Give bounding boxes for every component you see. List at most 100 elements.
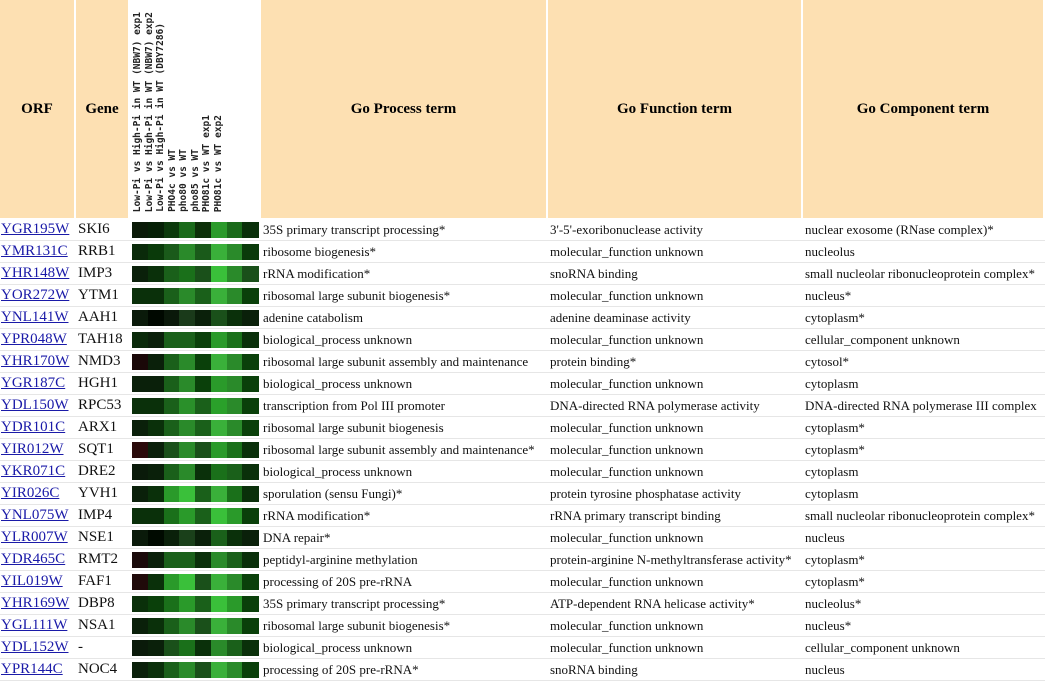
orf-cell: YHR169W [1, 593, 69, 614]
heatmap-cell [163, 574, 180, 590]
heatmap-cell [226, 596, 243, 612]
gene-cell: IMP3 [78, 265, 113, 281]
gene-cell: DRE2 [78, 463, 116, 479]
heatmap-cell [163, 222, 180, 238]
heatmap-cell [179, 508, 196, 524]
heatmap-cell [132, 420, 149, 436]
orf-link[interactable]: YNL141W [1, 309, 69, 325]
heatmap-cell [163, 288, 180, 304]
heatmap-cell [210, 618, 227, 634]
heatmap-cell [195, 486, 212, 502]
orf-link[interactable]: YGL111W [1, 617, 68, 633]
heatmap-cell [179, 398, 196, 414]
process-cell: biological_process unknown [263, 464, 413, 479]
orf-link[interactable]: YGR187C [1, 375, 66, 391]
heatmap-cell [242, 266, 259, 282]
heatmap-label: Low-Pi vs High-Pi in WT (NBW7) exp2 [143, 11, 155, 212]
orf-link[interactable]: YKR071C [1, 463, 66, 479]
heatmap-cell [210, 354, 227, 370]
heatmap-cell [195, 398, 212, 414]
heatmap-cell [163, 310, 180, 326]
heatmap-cell [226, 398, 243, 414]
heatmap-cell [226, 310, 243, 326]
orf-cell: YGL111W [1, 615, 67, 636]
heatmap-cell [242, 662, 259, 678]
heatmap-cell [195, 310, 212, 326]
heatmap-cell [147, 662, 164, 678]
orf-link[interactable]: YPR048W [1, 331, 67, 347]
orf-link[interactable]: YIR012W [1, 441, 64, 457]
function-cell: ATP-dependent RNA helicase activity* [550, 596, 755, 611]
heatmap-cell [195, 354, 212, 370]
heatmap-cell [226, 244, 243, 260]
component-cell: cytoplasm* [805, 574, 865, 589]
table-row: YMR131C RRB1 ribosome biogenesis* molecular… [0, 241, 1045, 263]
gene-cell: DBP8 [78, 595, 115, 611]
process-cell: processing of 20S pre-rRNA* [263, 662, 419, 677]
heatmap-cell [132, 354, 149, 370]
heatmap-cell [226, 442, 243, 458]
process-cell: biological_process unknown [263, 332, 413, 347]
orf-cell: YKR071C [1, 461, 65, 482]
heatmap-cell [226, 222, 243, 238]
orf-link[interactable]: YOR272W [1, 287, 70, 303]
orf-link[interactable]: YDR465C [1, 551, 66, 567]
heatmap-cell [147, 222, 164, 238]
heatmap-cell [179, 288, 196, 304]
orf-link[interactable]: YPR144C [1, 661, 63, 677]
orf-link[interactable]: YHR169W [1, 595, 70, 611]
process-cell: 35S primary transcript processing* [263, 222, 446, 237]
gene-cell: ARX1 [78, 419, 118, 435]
orf-link[interactable]: YDR101C [1, 419, 66, 435]
orf-link[interactable]: YHR148W [1, 265, 70, 281]
gene-cell: NOC4 [78, 661, 118, 677]
heatmap-cell [226, 332, 243, 348]
function-cell: molecular_function unknown [550, 464, 704, 479]
orf-link[interactable]: YDL150W [1, 397, 69, 413]
heatmap-cell [147, 574, 164, 590]
component-cell: cytoplasm* [805, 310, 865, 325]
heatmap-cell [132, 596, 149, 612]
table-row: YIR012W SQT1 ribosomal large subunit assem… [0, 439, 1045, 461]
orf-cell: YHR170W [1, 351, 69, 372]
heatmap-cell [132, 662, 149, 678]
orf-link[interactable]: YLR007W [1, 529, 68, 545]
function-cell: molecular_function unknown [550, 574, 704, 589]
heatmap-cell [132, 552, 149, 568]
column-header: ORF [0, 0, 74, 218]
table-row: YGL111W NSA1 ribosomal large subunit bioge… [0, 615, 1045, 637]
heatmap-cell [242, 552, 259, 568]
heatmap-cell [210, 508, 227, 524]
orf-link[interactable]: YNL075W [1, 507, 69, 523]
orf-link[interactable]: YHR170W [1, 353, 70, 369]
orf-link[interactable]: YDL152W [1, 639, 69, 655]
gene-cell: AAH1 [78, 309, 118, 325]
heatmap-cell [179, 596, 196, 612]
column-header: Gene [76, 0, 128, 218]
orf-link[interactable]: YIL019W [1, 573, 63, 589]
component-cell: cytoplasm [805, 464, 859, 479]
heatmap-cell [210, 662, 227, 678]
heatmap-cell [210, 596, 227, 612]
heatmap-cell [132, 398, 149, 414]
orf-link[interactable]: YIR026C [1, 485, 60, 501]
heatmap-cell [242, 310, 259, 326]
heatmap-cell [163, 244, 180, 260]
heatmap-cell [210, 486, 227, 502]
table-row: YHR169W DBP8 35S primary transcript proces… [0, 593, 1045, 615]
heatmap-cell [226, 574, 243, 590]
process-cell: processing of 20S pre-rRNA [263, 574, 413, 589]
heatmap-cell [132, 574, 149, 590]
heatmap-cell [163, 398, 180, 414]
orf-cell: YGR195W [1, 219, 69, 240]
heatmap-label: pho80 vs WT [178, 149, 189, 212]
heatmap-cell [179, 354, 196, 370]
heatmap-cell [210, 530, 227, 546]
heatmap-cell [195, 288, 212, 304]
heatmap-cell [226, 530, 243, 546]
orf-cell: YNL141W [1, 307, 69, 328]
orf-link[interactable]: YGR195W [1, 221, 70, 237]
heatmap-cell [163, 596, 180, 612]
orf-link[interactable]: YMR131C [1, 243, 68, 259]
